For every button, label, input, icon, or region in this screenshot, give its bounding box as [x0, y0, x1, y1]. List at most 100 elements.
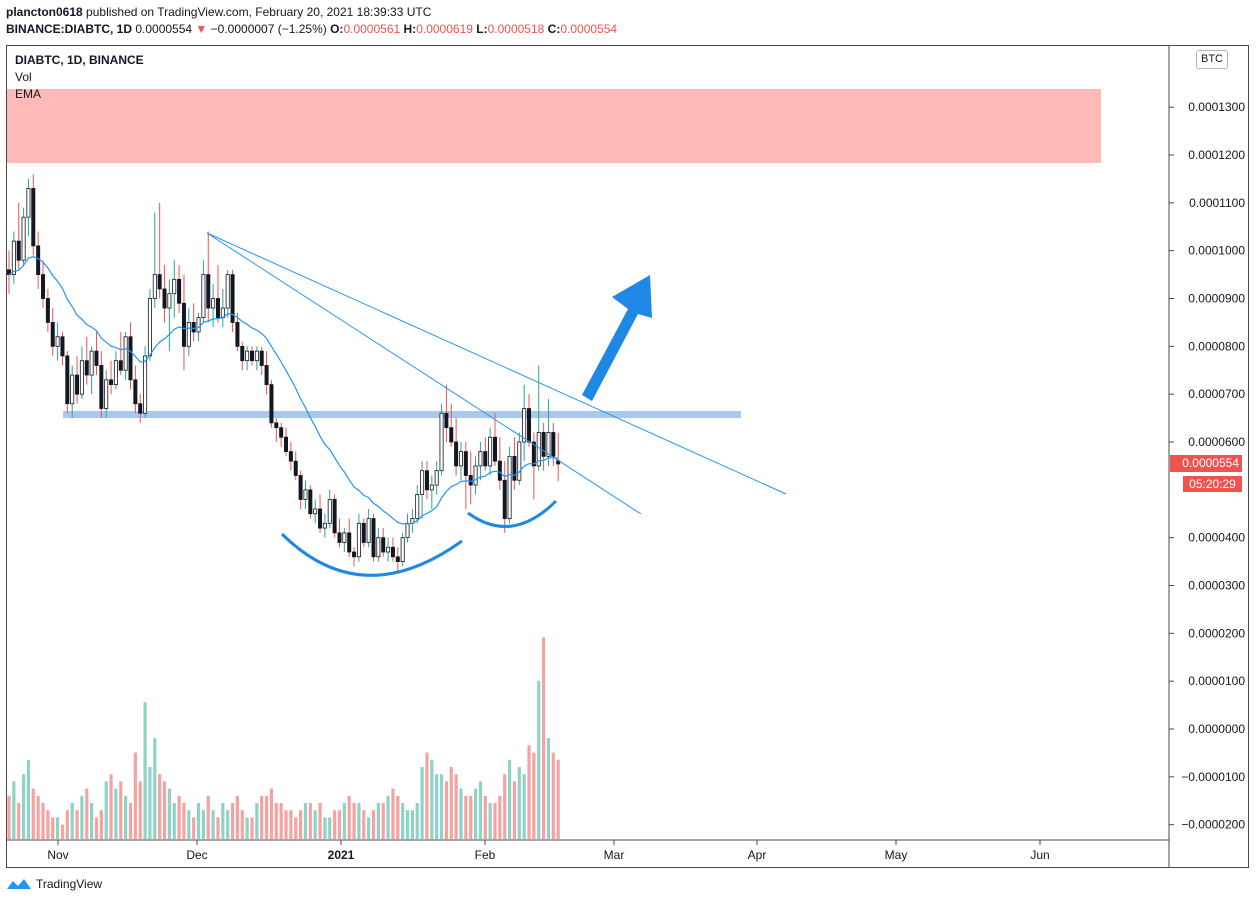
volume-bar	[532, 752, 536, 839]
candle	[118, 331, 123, 376]
low-value: 0.0000518	[487, 22, 545, 36]
candle-body	[420, 470, 425, 496]
price-axis-ticks: 0.0001300 0.0001200 0.0001100 0.0001000 0.00…	[1169, 100, 1245, 832]
author-name[interactable]: plancton0618	[6, 5, 83, 19]
currency-tag[interactable]: BTC	[1196, 50, 1228, 69]
resistance-zone[interactable]	[7, 89, 1101, 163]
candle-body	[332, 498, 337, 534]
volume-bar	[537, 680, 541, 839]
candle	[94, 331, 99, 376]
candle	[26, 178, 31, 237]
candle	[279, 422, 284, 447]
candle	[517, 432, 522, 486]
volume-bar	[303, 803, 308, 839]
candle-body	[264, 365, 269, 386]
volume-bar	[41, 803, 45, 839]
handle-arc[interactable]	[467, 499, 558, 528]
candle-body	[167, 293, 172, 309]
candle	[444, 384, 449, 442]
volume-bar	[187, 810, 191, 839]
candle	[429, 475, 434, 509]
candle	[512, 437, 517, 490]
candle-body	[99, 365, 104, 409]
brand-label: TradingView	[36, 877, 103, 891]
legend-symbol[interactable]: DIABTC, 1D, BINANCE	[15, 53, 144, 67]
candle	[201, 260, 206, 323]
volume-bar	[454, 774, 458, 839]
volume-bar	[551, 752, 555, 839]
candle-body	[254, 350, 259, 362]
price-tick-label: 0.0001000	[1188, 244, 1245, 258]
chart-frame[interactable]	[6, 45, 1249, 868]
candle	[143, 346, 148, 419]
volume-bar	[119, 781, 123, 839]
volume-bar	[376, 803, 380, 839]
candle	[60, 331, 65, 366]
volume-bar	[337, 810, 342, 839]
price-tick-label: 0.0000900	[1188, 292, 1245, 306]
legend-ema[interactable]: EMA	[15, 87, 42, 101]
volume-bar	[381, 803, 385, 839]
volume-bar	[128, 803, 133, 839]
candle-body	[196, 317, 201, 333]
candle-body	[551, 432, 556, 457]
volume-bar	[488, 803, 492, 839]
candle	[473, 456, 478, 495]
trendline-lower[interactable]	[206, 232, 642, 515]
volume-bar	[430, 759, 434, 839]
support-line[interactable]	[63, 411, 741, 418]
candle-body	[424, 470, 429, 491]
volume-bar	[517, 767, 521, 839]
candle-body	[75, 374, 80, 395]
candle-body	[274, 422, 279, 429]
candle	[536, 365, 541, 471]
time-axis-labels: Nov Dec 2021 Feb Mar Apr May Jun	[47, 840, 1050, 862]
candle-body	[21, 216, 26, 261]
candle	[249, 346, 254, 366]
volume-bar	[483, 795, 487, 839]
candle	[483, 437, 488, 471]
up-arrow-icon[interactable]	[582, 275, 652, 401]
volume-bar	[206, 795, 210, 839]
candle	[434, 461, 439, 495]
time-tick-label: Feb	[475, 848, 496, 862]
candle-body	[79, 360, 84, 395]
candle-body	[123, 336, 128, 371]
price-tick-label: 0.0001100	[1189, 196, 1245, 210]
down-arrow-icon: ▼	[195, 22, 208, 36]
time-tick-label: Mar	[604, 848, 625, 862]
footer-brand[interactable]: TradingView	[6, 877, 102, 891]
price-tick-label: 0.0000300	[1188, 579, 1245, 593]
candle-body	[230, 274, 235, 323]
candle	[7, 250, 12, 294]
candle	[390, 537, 395, 562]
candle	[147, 288, 152, 361]
candle-body	[65, 355, 70, 405]
volume-bar	[21, 774, 26, 839]
volume-bar	[133, 752, 137, 839]
cup-arc[interactable]	[280, 532, 463, 577]
candle-body	[463, 451, 468, 476]
time-tick-label: Nov	[47, 848, 68, 862]
volume-bar	[250, 817, 254, 839]
volume-bar	[294, 817, 298, 839]
candle	[264, 351, 269, 395]
candle-body	[449, 427, 454, 443]
candle-body	[429, 484, 434, 491]
volume-bar	[260, 795, 264, 839]
trendline-upper[interactable]	[206, 232, 787, 495]
candle	[211, 284, 216, 328]
volume-bar	[308, 803, 312, 839]
legend-vol[interactable]: Vol	[15, 70, 32, 84]
header-change: −0.0000007 (−1.25%)	[210, 22, 327, 36]
candle	[288, 442, 293, 471]
candle-body	[225, 274, 230, 309]
volume-bar	[36, 795, 40, 839]
candle-body	[386, 546, 391, 553]
candle	[50, 308, 55, 356]
price-tick-label: 0.0001200	[1188, 148, 1245, 162]
volume-bar	[522, 774, 526, 839]
volume-bar	[391, 788, 395, 839]
volume-bar	[245, 817, 249, 839]
